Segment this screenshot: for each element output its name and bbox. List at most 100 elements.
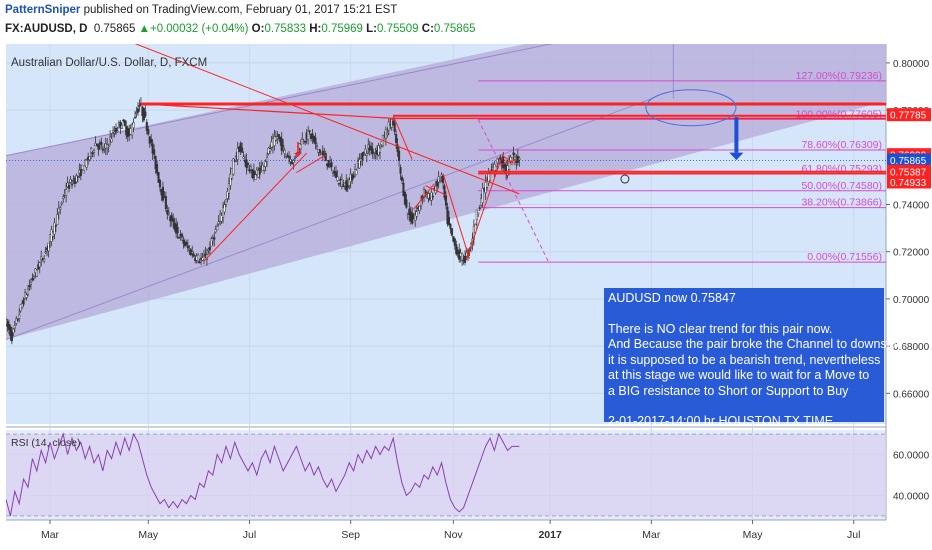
candle-body [217, 221, 220, 225]
candle-body [38, 262, 41, 268]
candle-body [59, 207, 62, 210]
candle-body [65, 189, 68, 196]
candle-body [513, 156, 516, 160]
candle-body [28, 285, 31, 287]
candle-body [233, 160, 236, 162]
candle-body [478, 207, 481, 210]
note-title: AUDUSD now 0.75847 [608, 291, 736, 305]
candle-body [57, 207, 60, 213]
rsi-title: RSI (14, close) [11, 437, 80, 449]
candle-body [6, 321, 9, 327]
price-label-badge [887, 108, 931, 122]
candle-body [443, 185, 446, 198]
candle-body [282, 145, 285, 147]
trend-line [134, 44, 520, 195]
candle-body [497, 161, 500, 163]
last-price: 0.75865 [93, 23, 136, 35]
candle-body [198, 261, 201, 264]
candle-body [239, 143, 242, 152]
candle-body [135, 112, 138, 114]
candle-body [449, 223, 452, 229]
candle-body [374, 153, 377, 156]
candle-body [289, 159, 292, 162]
candle-body [100, 142, 103, 146]
fib-level-label: 38.20%(0.73866) [801, 197, 882, 209]
note-line: And Because the pair broke the Channel t… [608, 337, 904, 351]
candle-body [43, 259, 46, 262]
candle-body [481, 188, 484, 203]
candle-body [56, 214, 59, 225]
candle-body [15, 318, 18, 324]
candle-body [76, 175, 79, 178]
candle-body [442, 175, 445, 184]
low-value: 0.75509 [377, 23, 419, 35]
candle-body [418, 205, 421, 211]
candle-body [176, 226, 179, 234]
down-arrow-head-icon [729, 152, 744, 161]
candle-body [68, 184, 71, 189]
candle-body [103, 147, 106, 150]
rsi-tick-label: 60.0000 [893, 451, 930, 462]
candle-body [178, 236, 181, 239]
candle-body [334, 171, 338, 178]
trend-line [296, 154, 326, 174]
candle-body [54, 225, 57, 227]
candle-body [167, 212, 170, 215]
candle-body [88, 156, 91, 161]
candle-body [395, 134, 398, 144]
up-triangle-icon: ▲ [138, 23, 150, 35]
price-label-text: 0.77785 [890, 111, 927, 122]
symbol-label[interactable]: FX:AUDUSD, D [5, 23, 88, 35]
candle-body [461, 252, 464, 261]
candle-body [439, 180, 442, 183]
candle-body [110, 138, 113, 143]
candle-body [16, 319, 19, 321]
candle-body [431, 195, 434, 198]
candle-body [403, 191, 406, 205]
trend-line [425, 185, 447, 196]
y-tick-label: 0.74000 [893, 200, 930, 211]
candle-body [446, 206, 449, 225]
candle-body [91, 152, 94, 154]
candle-body [214, 229, 217, 233]
candle-body [447, 216, 450, 225]
candle-body [232, 158, 235, 175]
candle-body [101, 149, 104, 151]
low-label: L: [366, 23, 377, 35]
candle-body [268, 148, 272, 152]
candle-body [246, 163, 250, 165]
candle-body [220, 215, 223, 222]
candle-body [506, 165, 509, 176]
candle-body [477, 212, 480, 215]
candle-body [450, 228, 453, 236]
candle-body [216, 226, 219, 231]
note-footer: 2-01-2017-14:00 hr HOUSTON TX TIME [608, 414, 834, 428]
candle-body [69, 179, 72, 183]
candle-body [361, 152, 364, 161]
candle-body [112, 130, 115, 133]
candle-body [396, 144, 399, 152]
candle-body [31, 277, 34, 281]
candle-body [32, 276, 35, 279]
candle-body [161, 186, 164, 201]
candle-body [315, 145, 318, 147]
candle-body [123, 120, 126, 126]
candle-body [12, 328, 15, 333]
candle-body [81, 165, 84, 170]
candle-body [242, 156, 245, 159]
candle-body [132, 122, 135, 129]
x-tick-label: May [138, 529, 159, 541]
trend-line [203, 152, 308, 262]
candle-body [226, 191, 229, 199]
candle-body [252, 170, 255, 178]
trend-line [392, 115, 413, 160]
candle-body [41, 257, 44, 260]
author-name[interactable]: PatternSniper [5, 4, 81, 16]
candle-body [364, 149, 367, 155]
candle-body [241, 147, 244, 153]
candle-body [293, 156, 296, 159]
candle-body [464, 256, 467, 263]
fib-level-label: 50.00%(0.74580) [801, 180, 882, 192]
trend-line [501, 159, 517, 165]
